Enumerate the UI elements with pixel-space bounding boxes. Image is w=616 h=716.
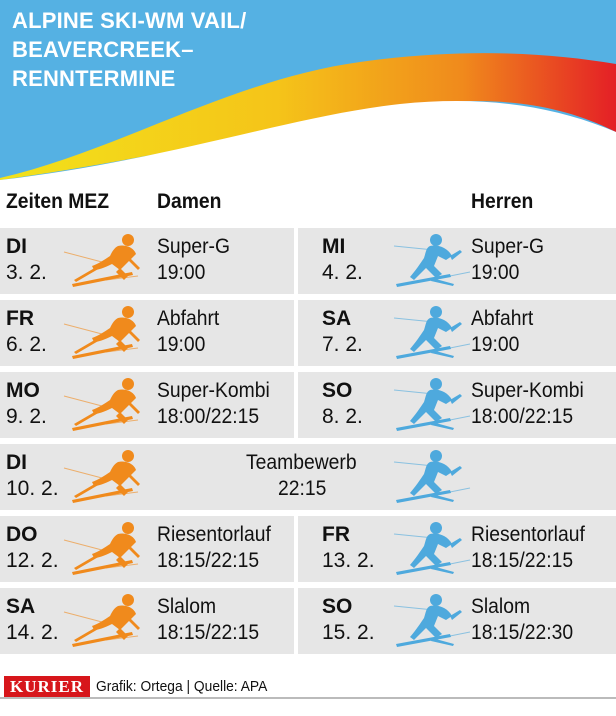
event-name: Teambewerb	[246, 451, 357, 474]
skier-icon-men	[393, 449, 471, 504]
schedule-cell-team: DI 10. 2. Teambewerb 22:15	[0, 444, 616, 510]
date-label: 8. 2.	[322, 405, 363, 428]
header-banner: ALPINE SKI-WM VAIL/ BEAVERCREEK– RENNTER…	[0, 0, 616, 180]
skier-icon-women	[63, 233, 141, 288]
event-name: Super-Kombi	[471, 379, 584, 402]
date-label: 7. 2.	[322, 333, 363, 356]
footer: KURIER Grafik: Ortega | Quelle: APA	[0, 676, 616, 698]
event-name: Super-Kombi	[157, 379, 270, 402]
event-name: Abfahrt	[157, 307, 220, 330]
schedule-cell-women: FR 6. 2. Abfahrt 19:00	[0, 300, 294, 366]
date-label: 3. 2.	[6, 261, 47, 284]
skier-icon-women	[63, 593, 141, 648]
schedule-cell-men: MI 4. 2. Super-G 19:00	[298, 228, 616, 294]
event-time: 18:15/22:15	[157, 549, 260, 572]
day-label: FR	[6, 307, 34, 330]
credit-line: Grafik: Ortega | Quelle: APA	[96, 678, 268, 695]
day-label: SO	[322, 595, 353, 618]
column-header-time: Zeiten MEZ	[6, 190, 110, 213]
schedule-cell-women: DI 3. 2. Super-G 19:00	[0, 228, 294, 294]
header-swoosh-graphic	[0, 0, 616, 180]
event-name: Riesentorlauf	[157, 523, 271, 546]
event-name: Abfahrt	[471, 307, 534, 330]
date-label: 12. 2.	[6, 549, 59, 572]
event-name: Super-G	[471, 235, 545, 258]
title-line-1: ALPINE SKI-WM VAIL/	[12, 8, 247, 33]
event-name: Riesentorlauf	[471, 523, 585, 546]
skier-icon-women	[63, 449, 141, 504]
page-title: ALPINE SKI-WM VAIL/ BEAVERCREEK– RENNTER…	[12, 6, 246, 93]
date-label: 10. 2.	[6, 477, 59, 500]
day-label: DI	[6, 451, 27, 474]
skier-icon-men	[393, 305, 471, 360]
column-header-women: Damen	[157, 190, 222, 213]
schedule-cell-men: SA 7. 2. Abfahrt 19:00	[298, 300, 616, 366]
day-label: MO	[6, 379, 40, 402]
date-label: 15. 2.	[322, 621, 375, 644]
day-label: DO	[6, 523, 38, 546]
event-time: 18:00/22:15	[471, 405, 574, 428]
schedule-cell-men: SO 15. 2. Slalom 18:15/22:30	[298, 588, 616, 654]
event-time: 19:00	[471, 261, 520, 284]
skier-icon-men	[393, 593, 471, 648]
bottom-divider	[0, 697, 616, 699]
date-label: 9. 2.	[6, 405, 47, 428]
event-time: 18:15/22:30	[471, 621, 574, 644]
date-label: 13. 2.	[322, 549, 375, 572]
date-label: 14. 2.	[6, 621, 59, 644]
schedule-cell-women: SA 14. 2. Slalom 18:15/22:15	[0, 588, 294, 654]
event-name: Slalom	[471, 595, 531, 618]
event-time: 19:00	[471, 333, 520, 356]
skier-icon-women	[63, 305, 141, 360]
schedule-cell-men: SO 8. 2. Super-Kombi 18:00/22:15	[298, 372, 616, 438]
day-label: MI	[322, 235, 346, 258]
event-time: 18:15/22:15	[471, 549, 574, 572]
skier-icon-men	[393, 377, 471, 432]
title-line-3: RENNTERMINE	[12, 66, 176, 91]
event-time: 18:15/22:15	[157, 621, 260, 644]
skier-icon-men	[393, 233, 471, 288]
event-time: 22:15	[278, 477, 327, 500]
schedule-cell-men: FR 13. 2. Riesentorlauf 18:15/22:15	[298, 516, 616, 582]
kurier-logo: KURIER	[4, 676, 91, 697]
day-label: SA	[6, 595, 36, 618]
schedule-cell-women: MO 9. 2. Super-Kombi 18:00/22:15	[0, 372, 294, 438]
skier-icon-women	[63, 521, 141, 576]
day-label: SA	[322, 307, 352, 330]
skier-icon-women	[63, 377, 141, 432]
day-label: SO	[322, 379, 353, 402]
title-line-2: BEAVERCREEK–	[12, 37, 194, 62]
event-time: 19:00	[157, 261, 206, 284]
column-header-men: Herren	[471, 190, 534, 213]
skier-icon-men	[393, 521, 471, 576]
event-time: 18:00/22:15	[157, 405, 260, 428]
date-label: 4. 2.	[322, 261, 363, 284]
day-label: FR	[322, 523, 350, 546]
day-label: DI	[6, 235, 27, 258]
event-name: Slalom	[157, 595, 217, 618]
event-name: Super-G	[157, 235, 231, 258]
event-time: 19:00	[157, 333, 206, 356]
schedule-cell-women: DO 12. 2. Riesentorlauf 18:15/22:15	[0, 516, 294, 582]
date-label: 6. 2.	[6, 333, 47, 356]
